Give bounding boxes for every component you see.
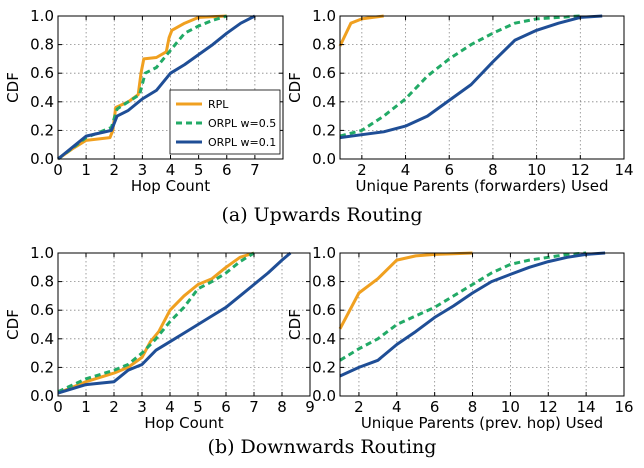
caption-upwards-routing: (a) Upwards Routing [221, 204, 423, 226]
y-tick-label: 0.8 [312, 273, 336, 291]
x-tick-label: 1 [81, 161, 91, 179]
x-tick-label: 2 [354, 398, 364, 416]
y-tick-label: 0.8 [30, 36, 54, 54]
x-tick-label: 10 [501, 398, 520, 416]
y-tick-label: 0.8 [312, 36, 336, 54]
y-tick-label: 0.4 [312, 330, 336, 348]
chart-2: 2 4 6 8 10 12 14 0.0 0.2 0.4 0.6 0.8 1.0 Unique Paren… [286, 7, 634, 195]
y-tick-label: 0.6 [30, 301, 54, 319]
y-axis-label: CDF [4, 309, 22, 340]
x-tick-label: 6 [222, 161, 232, 179]
plot-frame [339, 15, 625, 160]
x-tick-label: 5 [194, 161, 204, 179]
y-tick-label: 0.0 [312, 150, 336, 168]
y-tick-label: 0.6 [312, 301, 336, 319]
x-tick-label: 2 [109, 398, 119, 416]
x-tick-label: 10 [527, 161, 546, 179]
x-tick-label: 7 [249, 398, 259, 416]
x-tick-label: 8 [277, 398, 287, 416]
y-axis-label: CDF [286, 309, 304, 340]
y-tick-label: 1.0 [312, 7, 336, 25]
x-tick-label: 9 [305, 398, 315, 416]
y-axis-label: CDF [286, 72, 304, 103]
x-tick-label: 8 [468, 398, 478, 416]
legend-entry-label: ORPL w=0.1 [208, 136, 276, 149]
x-tick-label: 2 [109, 161, 119, 179]
x-tick-label: 3 [138, 161, 148, 179]
y-tick-label: 0.4 [312, 93, 336, 111]
x-tick-label: 1 [81, 398, 91, 416]
legend-entry-label: RPL [208, 98, 229, 111]
y-tick-label: 0.6 [312, 64, 336, 82]
x-tick-label: 6 [221, 398, 231, 416]
series-line-orpl-w-0-5 [57, 251, 255, 394]
y-tick-label: 0.4 [30, 93, 54, 111]
x-tick-label: 0 [53, 398, 63, 416]
y-tick-label: 1.0 [30, 244, 54, 262]
y-tick-label: 0.4 [30, 330, 54, 348]
legend-entry-label: ORPL w=0.5 [208, 117, 276, 130]
chart-3: 0 1 2 3 4 5 6 7 8 9 0.0 0.2 0.4 0.6 0.8 1.0 Hop Count CDF [4, 244, 315, 432]
chart-1: 0 1 2 3 4 5 6 7 0.0 0.2 0.4 0.6 0.8 1.0 Hop Count CDF RP… [4, 7, 284, 195]
x-tick-label: 14 [577, 398, 596, 416]
x-tick-label: 0 [53, 161, 63, 179]
series-line-rpl [338, 251, 473, 330]
x-tick-label: 3 [137, 398, 147, 416]
series-line-rpl [57, 251, 255, 395]
x-axis-label: Hop Count [131, 177, 210, 195]
x-tick-label: 4 [401, 161, 411, 179]
y-tick-label: 1.0 [312, 244, 336, 262]
series-line-orpl-w-0-1 [339, 14, 603, 140]
x-tick-label: 6 [430, 398, 440, 416]
series-line-orpl-w-0-5 [339, 14, 581, 138]
x-tick-label: 12 [571, 161, 590, 179]
x-tick-label: 8 [488, 161, 498, 179]
series-line-orpl-w-0-5 [339, 251, 587, 362]
x-tick-label: 4 [392, 398, 402, 416]
x-tick-label: 14 [614, 161, 633, 179]
y-tick-label: 1.0 [30, 7, 54, 25]
series-line-orpl-w-0-1 [57, 14, 256, 161]
y-tick-label: 0.0 [312, 387, 336, 405]
x-tick-label: 7 [250, 161, 260, 179]
x-tick-label: 16 [614, 398, 633, 416]
y-tick-label: 0.0 [30, 150, 54, 168]
y-tick-label: 0.2 [312, 358, 336, 376]
plot-frame [57, 252, 311, 397]
y-tick-label: 0.8 [30, 273, 54, 291]
caption-downwards-routing: (b) Downwards Routing [207, 436, 437, 458]
y-tick-label: 0.0 [30, 387, 54, 405]
x-tick-label: 5 [193, 398, 203, 416]
x-tick-label: 12 [539, 398, 558, 416]
x-tick-label: 4 [165, 398, 175, 416]
x-tick-label: 2 [357, 161, 367, 179]
y-tick-label: 0.2 [312, 121, 336, 139]
x-tick-label: 4 [166, 161, 176, 179]
y-tick-label: 0.2 [30, 358, 54, 376]
chart-4: 2 4 6 8 10 12 14 16 0.0 0.2 0.4 0.6 0.8 1.0 Unique Par… [286, 244, 634, 432]
plot-frame [339, 252, 625, 397]
legend: RPL ORPL w=0.5 ORPL w=0.1 [169, 89, 281, 155]
series-line-orpl-w-0-1 [339, 251, 606, 378]
x-axis-label: Hop Count [144, 414, 223, 432]
x-tick-label: 6 [444, 161, 454, 179]
y-tick-label: 0.2 [30, 121, 54, 139]
y-axis-label: CDF [4, 72, 22, 103]
series-line-orpl-w-0-1 [57, 251, 292, 395]
x-axis-label: Unique Parents (prev. hop) Used [361, 414, 603, 432]
y-tick-label: 0.6 [30, 64, 54, 82]
series-line-rpl [57, 14, 227, 161]
x-axis-label: Unique Parents (forwarders) Used [355, 177, 608, 195]
